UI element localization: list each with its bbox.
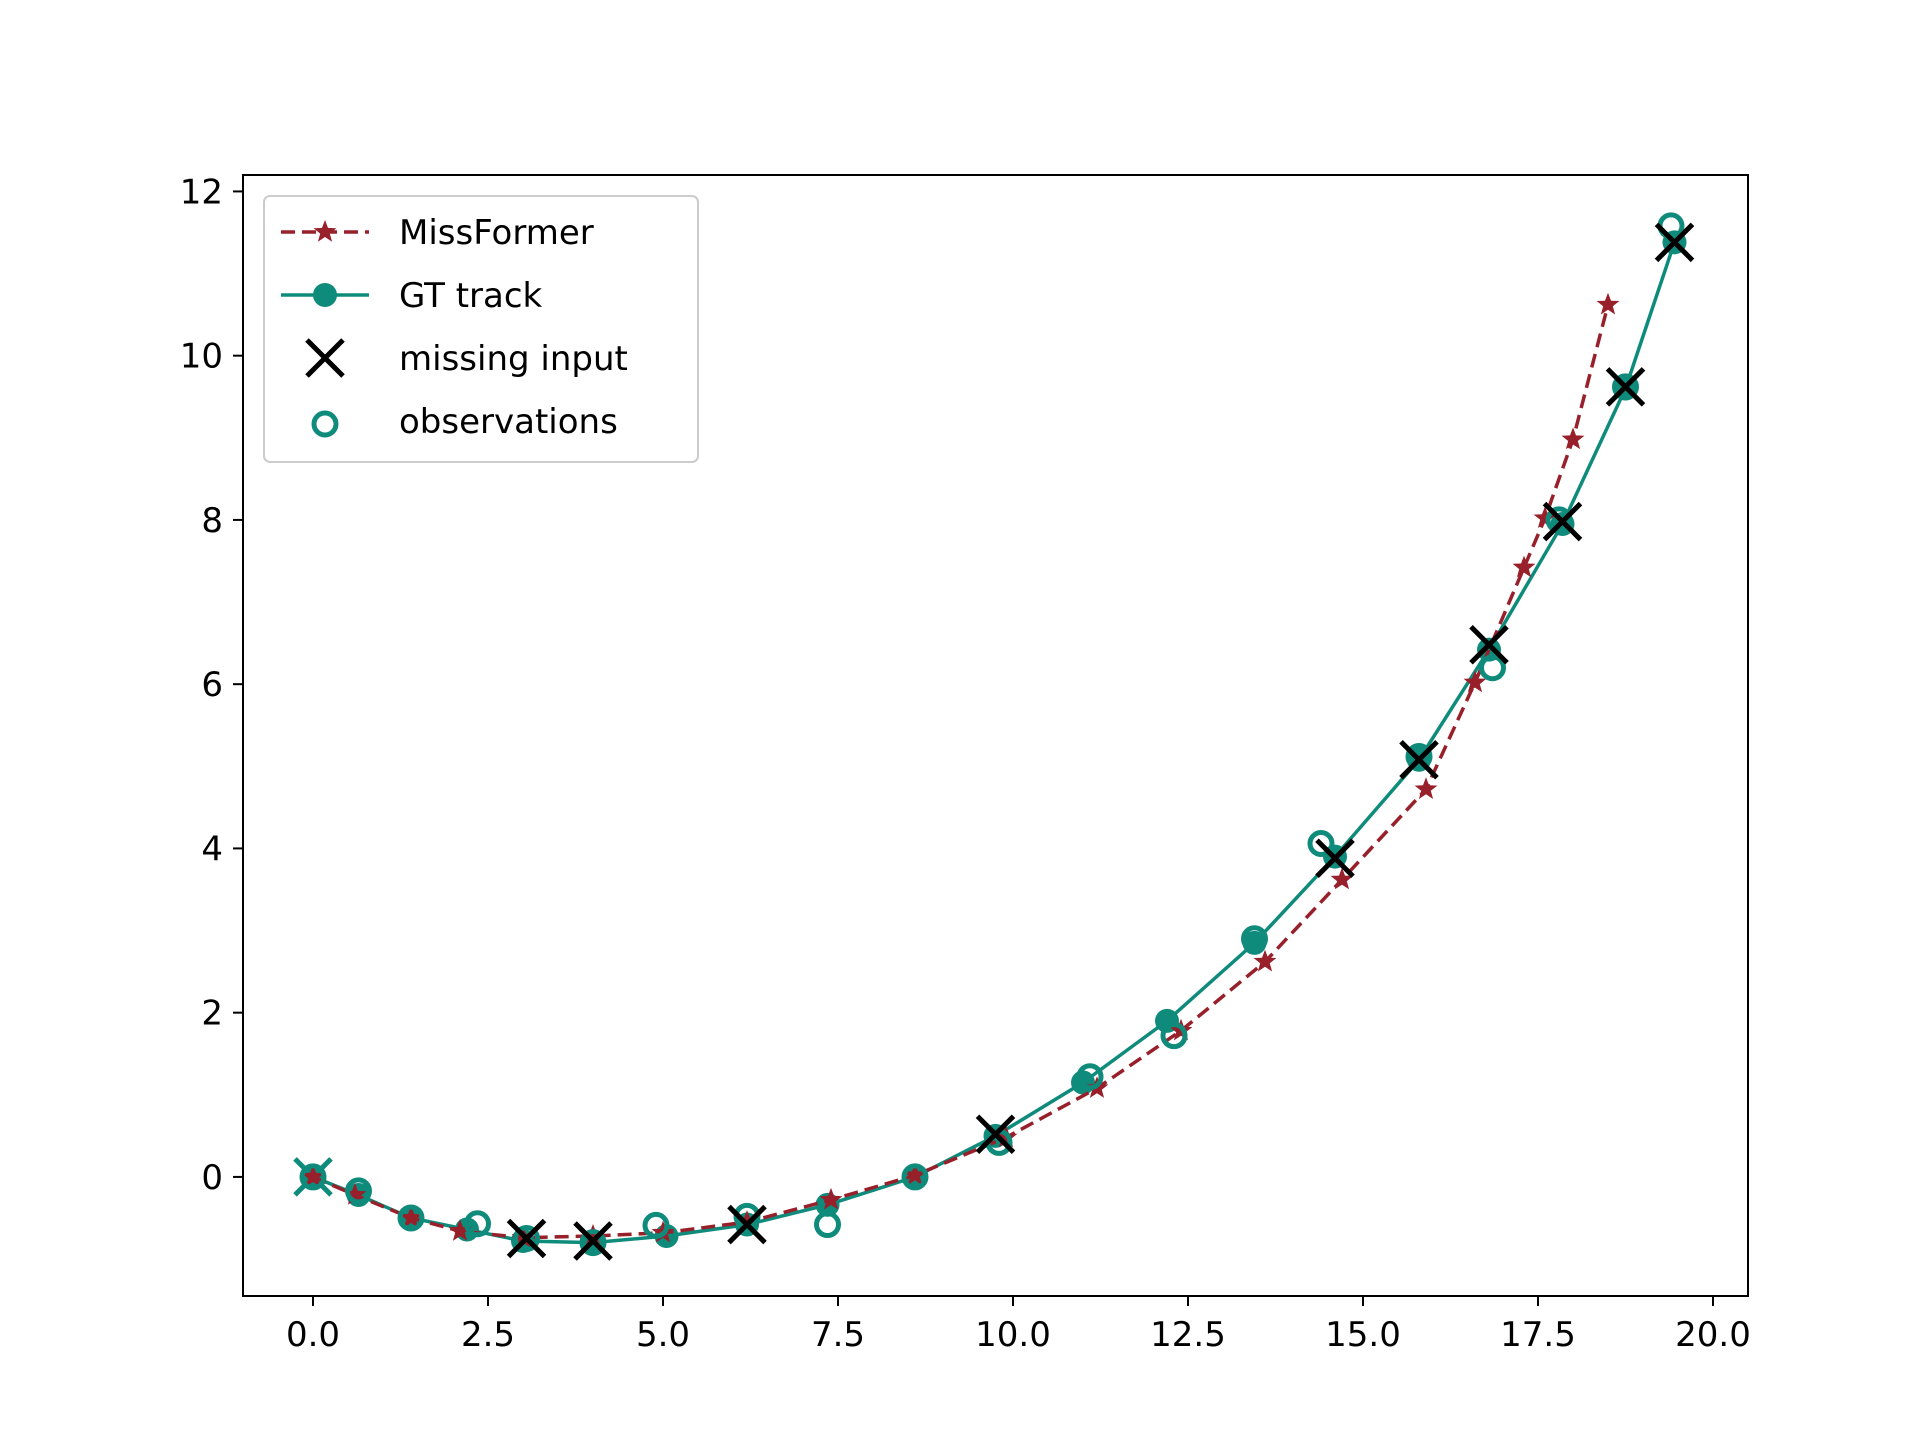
observation-point [299, 1163, 327, 1191]
legend-item: observations [311, 402, 618, 442]
missformer-point [301, 1164, 325, 1187]
missing-input-marker [506, 1218, 547, 1259]
x-tick-label: 10.0 [975, 1315, 1051, 1355]
missformer-point [1414, 777, 1438, 799]
axes-frame [242, 174, 1749, 1297]
observation-point [642, 1211, 670, 1239]
legend-label: MissFormer [399, 213, 594, 253]
legend-label: observations [399, 402, 618, 442]
missformer-point [448, 1219, 472, 1241]
x-tick-label: 2.5 [461, 1315, 515, 1355]
legend-gt-circle [313, 283, 337, 307]
missformer-point [1463, 670, 1487, 693]
x-tick-label: 7.5 [811, 1315, 865, 1355]
observation-point [1612, 373, 1639, 401]
observation-point [1405, 742, 1433, 770]
missformer-point [343, 1183, 367, 1205]
observation-point [814, 1211, 841, 1239]
missformer-point [1330, 867, 1354, 890]
observation-point [1160, 1022, 1188, 1050]
legend-missformer-star [313, 220, 337, 242]
missing-input-marker-stroke [573, 1221, 613, 1261]
observation-point [1545, 506, 1573, 534]
missformer-point [399, 1206, 423, 1228]
observation-point [1479, 654, 1506, 682]
missformer-point [1561, 427, 1585, 450]
y-tick-label: 10 [180, 337, 223, 377]
missing-input-marker-stroke [1315, 838, 1355, 879]
x-tick-label: 17.5 [1500, 1315, 1576, 1355]
missformer-point [735, 1210, 759, 1232]
plot-area [293, 212, 1695, 1261]
legend-item: MissFormer [281, 213, 594, 253]
missformer-point [903, 1163, 927, 1185]
legend-label: GT track [399, 276, 543, 316]
missformer-point [1533, 506, 1557, 528]
missing-input-marker [1315, 838, 1355, 879]
observation-point [1076, 1063, 1104, 1091]
missing-input-marker [1542, 501, 1583, 542]
observation-point [1241, 925, 1268, 953]
missformer-point [1596, 292, 1620, 315]
y-tick-label: 6 [201, 665, 223, 705]
observation-point [579, 1229, 607, 1257]
missing-input-marker [1469, 624, 1509, 665]
observation-point [513, 1225, 540, 1253]
x-tick-label: 20.0 [1675, 1315, 1751, 1355]
missing-input-marker-stroke [1654, 222, 1695, 263]
legend-missing-x-stroke [305, 338, 345, 378]
x-tick-label: 0.0 [286, 1315, 340, 1355]
x-tick-label: 15.0 [1325, 1315, 1401, 1355]
observation-point [345, 1177, 372, 1205]
x-axis: 0.0 2.5 5.0 7.5 10.0 12.5 15.0 17.5 20.0 [286, 1296, 1751, 1355]
missformer-point [819, 1187, 843, 1210]
legend-item: missing input [305, 338, 628, 379]
observation-point [397, 1204, 425, 1232]
y-tick-label: 4 [201, 829, 223, 869]
missing-input-marker-stroke [975, 1114, 1016, 1154]
legend: MissFormer GT track missing input observati… [263, 195, 699, 463]
missing-input-marker [1399, 739, 1439, 780]
legend-box [263, 195, 699, 463]
y-tick-label: 0 [201, 1158, 223, 1198]
y-tick-label: 8 [201, 501, 223, 541]
y-tick-label: 12 [180, 172, 223, 212]
missing-input-marker [1654, 222, 1695, 263]
missformer-point [581, 1224, 605, 1246]
y-tick-label: 2 [201, 994, 223, 1034]
observation-point [901, 1163, 929, 1191]
missing-input-marker-stroke [1605, 367, 1646, 407]
missing-input-marker [1605, 367, 1646, 407]
missformer-point [1253, 949, 1277, 972]
legend-label: missing input [399, 339, 628, 379]
missing-input-marker [727, 1204, 767, 1245]
legend-observation-circle [311, 410, 339, 438]
missing-input-marker-stroke [506, 1218, 547, 1259]
missing-input-marker [975, 1114, 1016, 1154]
x-tick-label: 12.5 [1150, 1315, 1226, 1355]
missing-input-marker-stroke [1542, 501, 1583, 542]
y-axis: 0 2 4 6 8 10 12 [180, 172, 243, 1198]
missing-input-marker [573, 1221, 613, 1261]
missing-input-marker-stroke [727, 1204, 767, 1245]
x-tick-label: 5.0 [636, 1315, 690, 1355]
missing-input-marker-stroke [1399, 739, 1439, 780]
observation-point [464, 1210, 491, 1238]
legend-missing-x [305, 338, 345, 378]
missing-input-marker-stroke [1469, 624, 1509, 665]
legend-item: GT track [281, 276, 543, 316]
missformer-point [1512, 555, 1536, 578]
observation-point [1307, 829, 1335, 857]
